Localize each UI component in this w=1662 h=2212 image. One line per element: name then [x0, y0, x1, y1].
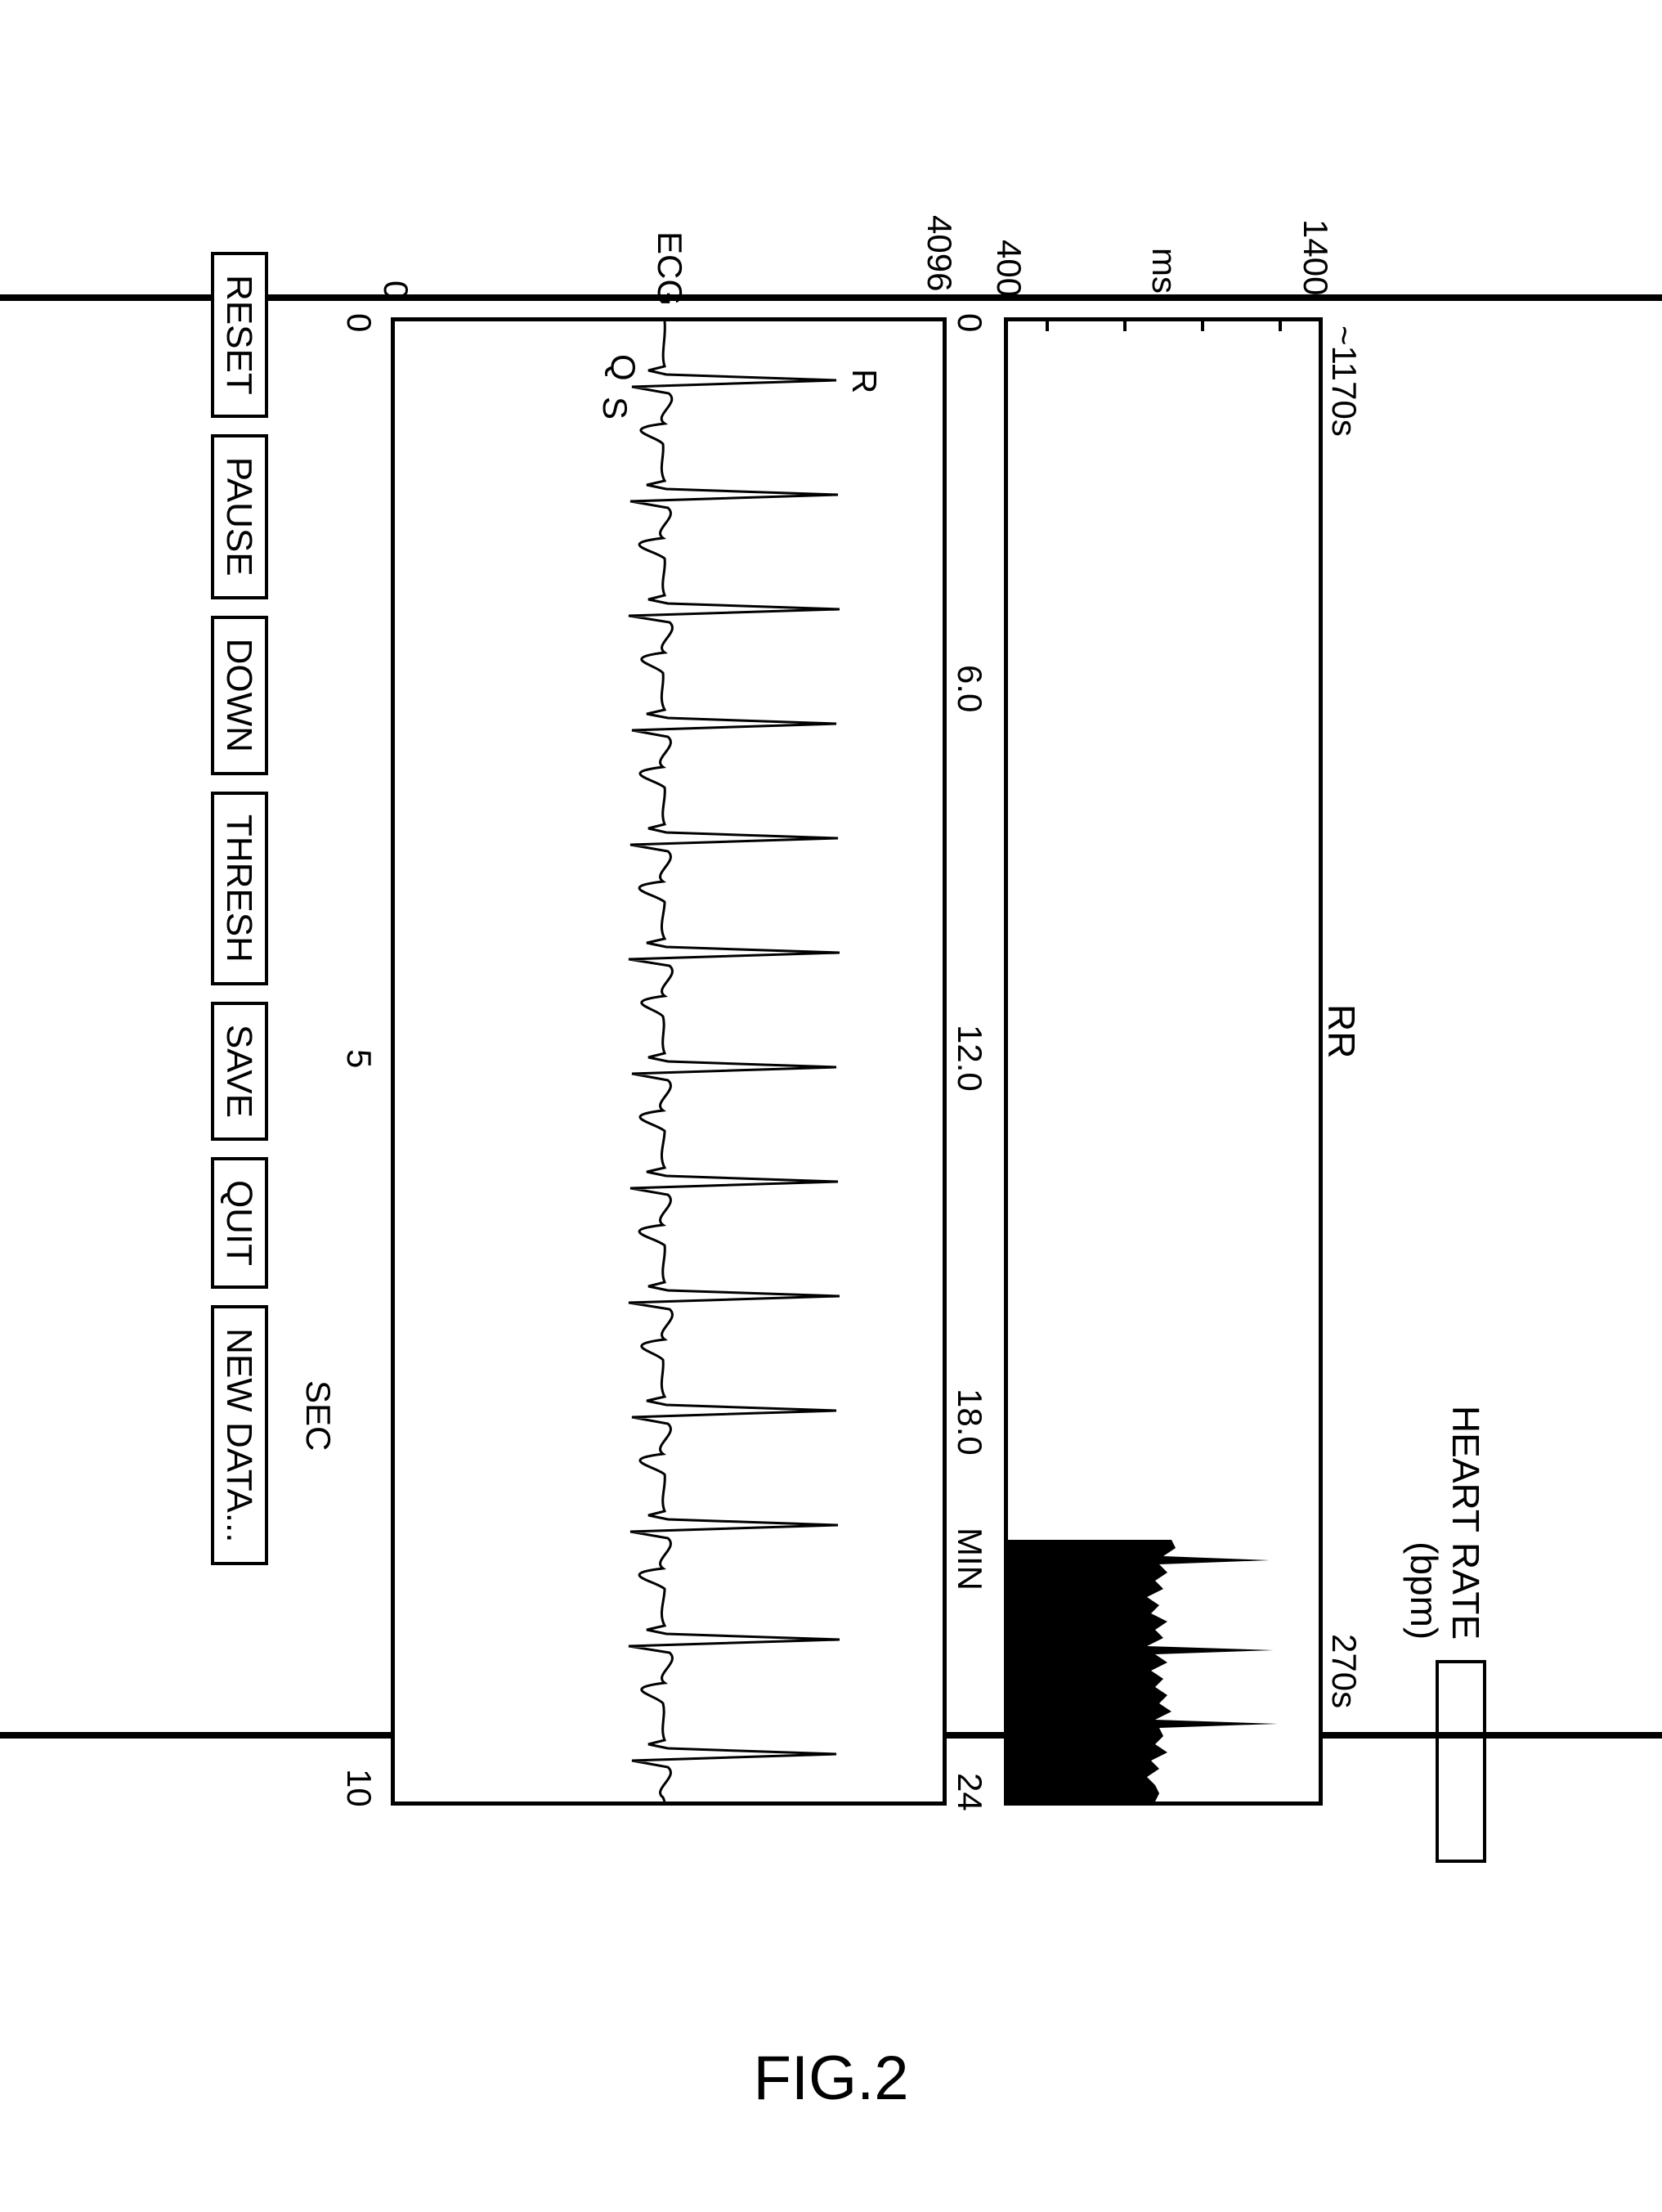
ecg-x-2: 10: [339, 1769, 379, 1807]
ecg-chart: R Q S: [391, 317, 947, 1806]
pause-button[interactable]: PAUSE: [211, 434, 268, 599]
rr-y-top: 1400: [1296, 219, 1335, 295]
button-row: RESET PAUSE DOWN THRESH SAVE QUIT NEW DA…: [211, 252, 268, 1863]
rr-x-3: 18.0: [950, 1389, 989, 1456]
page: HEART RATE (bpm) RR ~1170s 270s: [0, 0, 1662, 2212]
q-label: Q: [604, 354, 643, 381]
down-button[interactable]: DOWN: [211, 616, 268, 775]
save-button[interactable]: SAVE: [211, 1002, 268, 1141]
rr-x-0: 0: [950, 313, 989, 332]
rr-x-2: 12.0: [950, 1025, 989, 1092]
screen-frame: HEART RATE (bpm) RR ~1170s 270s: [0, 294, 1662, 1739]
ecg-y-bottom: 0: [376, 280, 415, 299]
ecg-x-1: 5: [339, 1049, 379, 1068]
heart-rate-value-box: [1436, 1660, 1486, 1863]
rr-y-bottom: 400: [989, 240, 1028, 297]
heart-rate-label: HEART RATE (bpm): [1404, 1406, 1486, 1640]
rr-time-left: ~1170s: [1324, 325, 1364, 437]
ecg-x-unit: SEC: [298, 1380, 338, 1451]
ecg-chart-svg: R Q S: [395, 321, 943, 1801]
ecg-trace: [629, 321, 840, 1801]
r-label: R: [845, 369, 884, 393]
heart-rate-label-1: HEART RATE: [1445, 1406, 1487, 1640]
ecg-y-top: 4096: [920, 215, 959, 291]
quit-button[interactable]: QUIT: [211, 1157, 268, 1289]
figure-caption: FIG.2: [753, 2043, 908, 2114]
rr-x-4: 24: [950, 1773, 989, 1811]
heart-rate-label-2: (bpm): [1403, 1541, 1445, 1640]
rr-chart-svg: [1008, 321, 1319, 1801]
ecg-x-0: 0: [339, 313, 379, 332]
rr-x-unit: MIN: [950, 1528, 989, 1591]
rr-chart: [1004, 317, 1323, 1806]
heart-rate-readout: HEART RATE (bpm): [1404, 1406, 1486, 1863]
new-data-button[interactable]: NEW DATA...: [211, 1305, 268, 1565]
ecg-y-label: ECG: [650, 231, 689, 306]
thresh-button[interactable]: THRESH: [211, 792, 268, 985]
s-label: S: [596, 397, 634, 420]
rr-area: [1008, 1540, 1278, 1801]
reset-button[interactable]: RESET: [211, 252, 268, 418]
rr-title: RR: [1319, 1004, 1364, 1058]
rr-y-mid: ms: [1145, 248, 1184, 294]
screen-content: HEART RATE (bpm) RR ~1170s 270s: [121, 105, 1552, 1928]
rr-x-1: 6.0: [950, 665, 989, 712]
rr-time-right: 270s: [1324, 1634, 1364, 1708]
